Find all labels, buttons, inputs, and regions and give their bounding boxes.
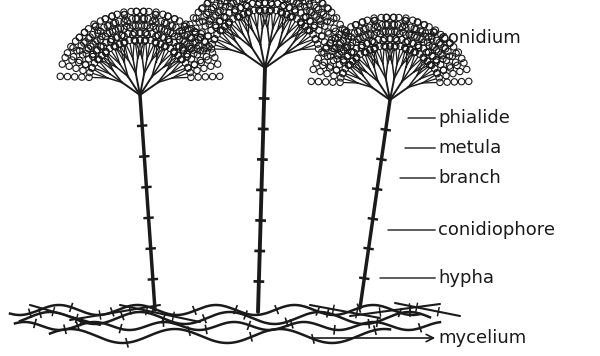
- Text: metula: metula: [405, 139, 501, 157]
- Text: conidium: conidium: [410, 29, 521, 47]
- Text: branch: branch: [400, 169, 501, 187]
- Text: phialide: phialide: [408, 109, 510, 127]
- Text: hypha: hypha: [380, 269, 494, 287]
- Text: mycelium: mycelium: [310, 329, 526, 347]
- Text: conidiophore: conidiophore: [388, 221, 555, 239]
